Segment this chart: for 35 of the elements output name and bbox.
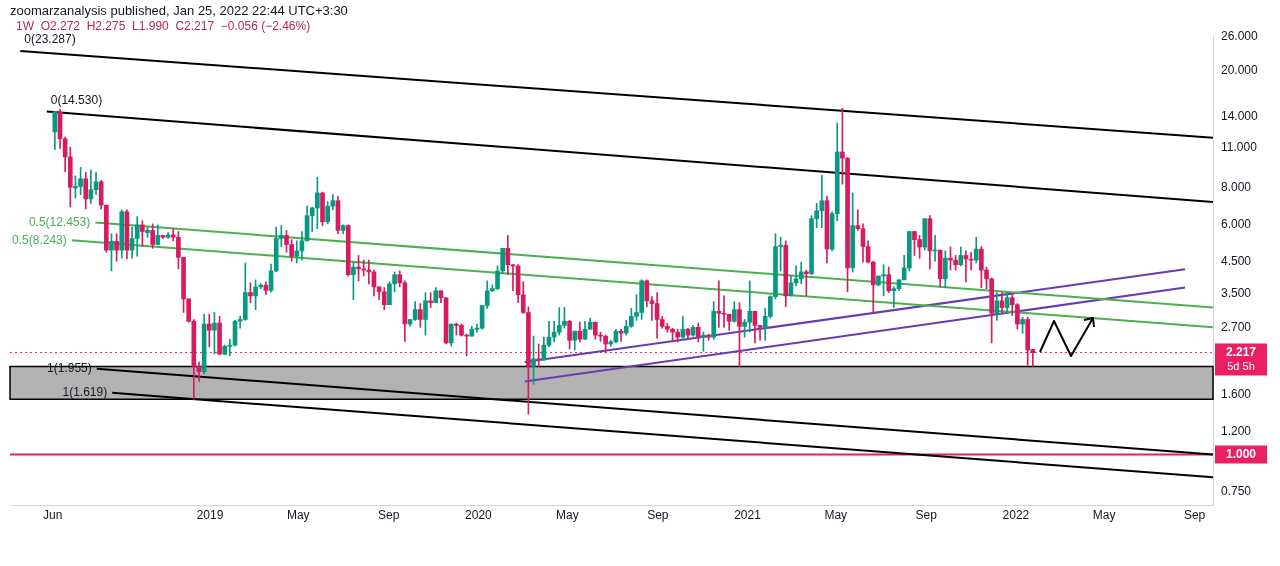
y-tick-label: 20.000 [1221,62,1259,77]
x-tick-label: 2021 [734,507,762,522]
x-tick-label: 2022 [1002,507,1030,522]
chart-title: zoomarzanalysis published, Jan 25, 2022 22:44 UTC+3:30 [10,3,348,18]
y-tick-label: 6.000 [1221,217,1252,232]
x-tick-label: May [824,507,848,522]
annotation: 0.5(12.453) [28,214,91,229]
chart-subtitle: 1W O2.272 H2.275 L1.990 C2.217 −0.056 (−2.46%) [16,19,311,33]
y-tick-label: 14.000 [1221,108,1259,123]
text: 5d 5h [1227,359,1255,372]
x-tick-label: Sep [915,507,938,522]
y-tick-label: 11.000 [1221,139,1258,154]
y-tick-label: 3.500 [1221,286,1252,301]
x-tick-label: May [286,507,310,522]
ref-line-label: 2.217 [1225,344,1257,359]
x-tick-label: May [556,507,579,522]
x-tick-label: Sep [378,507,400,522]
y-tick-label: 2.700 [1221,319,1252,334]
x-tick-label: Sep [647,507,669,522]
y-tick-label: 1.200 [1221,423,1252,438]
y-tick-label: 26.000 [1221,29,1259,44]
annotation: 1(1.619) [62,385,108,400]
ref-line-label: 1.000 [1225,446,1257,461]
annotation: 0(23.287) [24,32,76,47]
y-tick-label: 0.750 [1221,483,1252,498]
y-tick-label: 8.000 [1221,180,1252,195]
x-tick-label: 2020 [465,507,493,522]
x-tick-label: May [1092,507,1116,522]
annotation: 0.5(8.243) [12,232,67,247]
annotation: 0(14.530) [50,92,103,107]
y-tick-label: 1.600 [1221,386,1252,401]
y-tick-label: 4.500 [1221,254,1252,269]
x-tick-label: Jun [42,507,63,522]
x-tick-label: 2019 [196,507,224,522]
x-tick-label: Sep [1183,507,1206,522]
